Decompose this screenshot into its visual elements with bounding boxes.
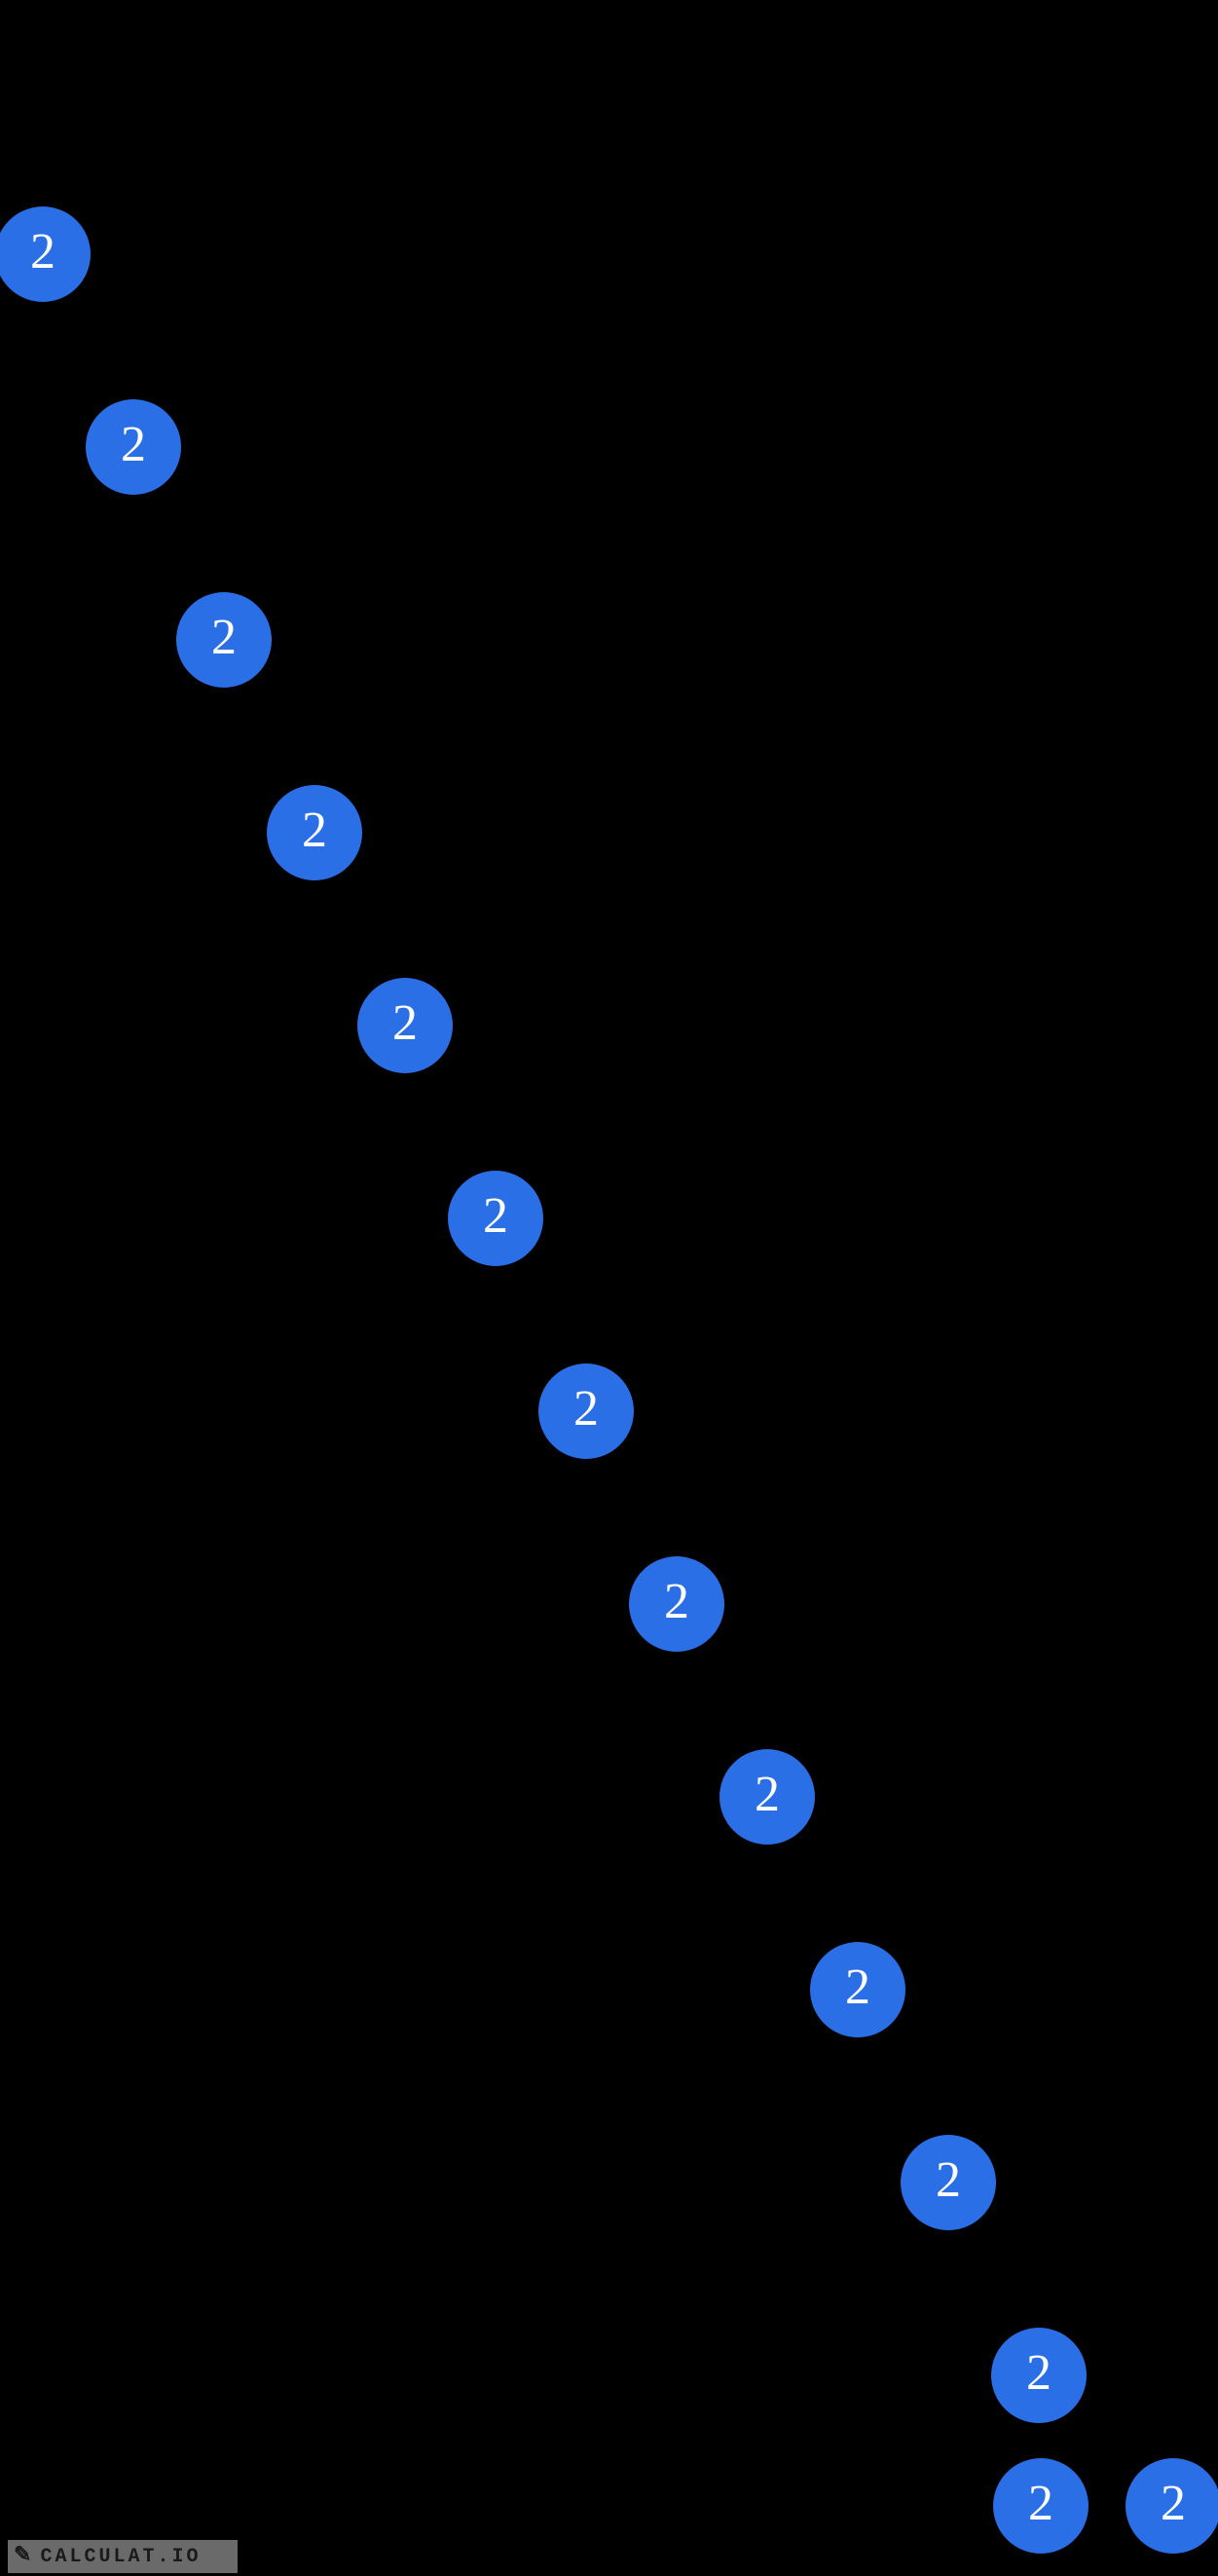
tree-node: 2 (86, 399, 181, 495)
watermark-text: CALCULAT.IO (40, 2546, 201, 2568)
tree-node: 2 (176, 592, 272, 688)
tree-node-label: 2 (845, 1962, 870, 2013)
tree-node-label: 2 (211, 613, 237, 663)
tree-node: 2 (0, 206, 91, 302)
tree-node-label: 2 (30, 227, 55, 278)
tree-node-label: 2 (1028, 2479, 1053, 2529)
watermark: ✎ CALCULAT.IO (8, 2540, 238, 2573)
tree-node: 2 (629, 1556, 724, 1652)
tree-node-label: 2 (936, 2155, 961, 2206)
tree-node: 2 (448, 1171, 543, 1266)
diagram-canvas: 2 2 2 2 2 2 2 2 2 2 2 2 2 2 ✎ CALCULAT.IO (0, 0, 1218, 2576)
tree-node-label: 2 (483, 1191, 508, 1242)
pencil-icon: ✎ (14, 2546, 34, 2567)
edge-layer (0, 0, 1218, 2576)
tree-node-label: 2 (302, 805, 327, 856)
tree-node: 2 (901, 2135, 996, 2230)
tree-node: 2 (1126, 2458, 1218, 2554)
tree-node: 2 (991, 2328, 1087, 2423)
tree-node-label: 2 (392, 998, 418, 1049)
tree-node: 2 (810, 1942, 905, 2037)
tree-node-label: 2 (573, 1384, 599, 1435)
tree-node-label: 2 (121, 420, 146, 470)
tree-node: 2 (357, 978, 453, 1073)
tree-node-label: 2 (1161, 2479, 1186, 2529)
tree-node: 2 (538, 1363, 634, 1459)
tree-node: 2 (267, 785, 362, 880)
tree-node-label: 2 (755, 1770, 780, 1820)
tree-node: 2 (993, 2458, 1089, 2554)
tree-node-label: 2 (664, 1577, 689, 1627)
tree-node-label: 2 (1026, 2348, 1052, 2399)
tree-node: 2 (720, 1749, 815, 1845)
